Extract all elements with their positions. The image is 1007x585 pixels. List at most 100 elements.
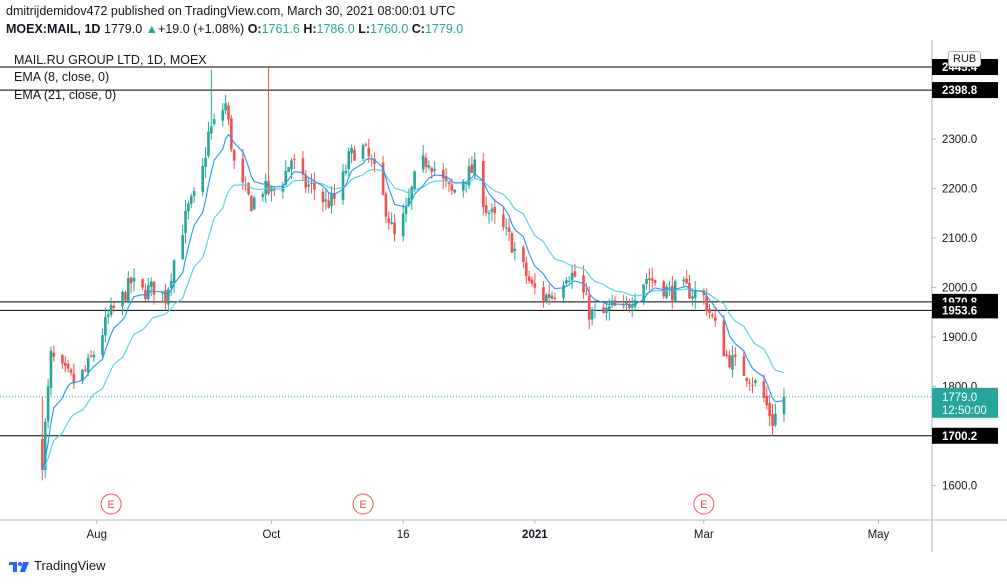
legend-ema21[interactable]: EMA (21, close, 0) [14,88,117,102]
candle-body [341,171,345,201]
candle-body [49,350,53,388]
candle-body [693,291,697,299]
earnings-label: E [700,499,707,511]
candle-body [270,187,273,192]
candle-body [241,158,245,183]
level-label: 1700.2 [942,431,977,443]
candle-body [310,182,313,184]
candle-body [728,355,731,368]
candle-body [733,354,737,357]
candle-body [204,157,207,167]
legend-ema8[interactable]: EMA (8, close, 0) [14,70,110,84]
ema8-line [41,133,785,471]
candle-body [261,194,265,197]
low-label: L: [358,22,371,36]
y-tick-label: 2000.0 [942,282,977,294]
candle-body [221,110,225,121]
candle-body [327,200,330,208]
candle-body [353,149,356,161]
candle-body [653,280,657,284]
candle-body [313,182,316,190]
candle-body [364,144,368,146]
candle-body [751,384,754,386]
candle-body [668,287,671,289]
candle-body [350,147,353,154]
candle-body [141,278,144,288]
candle-body [682,279,686,282]
candle-body [754,380,757,384]
candle-body [373,158,376,164]
candle-body [742,355,746,376]
close-value: 1779.0 [424,22,464,36]
candle-body [401,213,405,237]
candle-body [482,161,485,208]
ohlc-line: MOEX:MAIL, 1D 1779.0 ▲+19.0 (+1.08%) O:1… [6,22,463,36]
candle-body [662,281,666,297]
candle-body [550,295,554,299]
candle-body [252,197,256,209]
candle-body [424,157,428,167]
candle-body [553,297,557,299]
candle-body [272,189,276,191]
candle-body [464,183,468,185]
candle-body [86,357,90,373]
candle-body [161,292,164,294]
candle-body [207,131,210,156]
level-label: 1953.6 [942,305,977,317]
candle-body [745,377,749,382]
candle-body [290,160,293,170]
candle-body [453,189,456,193]
high-label: H: [303,22,317,36]
footer-brand[interactable]: TradingView [8,558,106,573]
candle-body [104,316,107,336]
candle-body [89,355,93,357]
candle-body [172,260,176,284]
candle-body [510,233,514,253]
price-chart[interactable]: 1600.01700.01800.01900.02000.02100.02200… [0,40,1007,552]
tradingview-logo-icon [9,561,29,572]
candle-body [224,103,227,111]
candle-body [301,158,305,175]
candle-body [705,295,708,312]
y-tick-label: 2100.0 [942,233,977,245]
candle-body [344,170,348,174]
candle-body [630,305,634,308]
candle-body [504,227,508,229]
candle-body [333,193,336,199]
candle-body [605,307,608,314]
candle-body [648,278,651,281]
level-label: 2398.8 [942,85,978,97]
candle-body [129,277,133,284]
candle-body [390,222,393,225]
candle-body [287,166,290,172]
candle-body [230,118,233,150]
y-tick-label: 1900.0 [942,332,977,344]
candle-body [542,287,545,301]
candle-body [722,320,726,357]
open-value: 1761.6 [261,22,300,36]
countdown-label: 12:50:00 [942,405,987,417]
candle-body [608,306,611,310]
symbol[interactable]: MOEX:MAIL, [6,22,81,36]
candle-body [227,105,230,120]
candle-body [507,227,511,232]
currency-badge[interactable]: RUB [948,51,982,67]
y-tick-label: 1600.0 [942,480,977,492]
candle-body [470,164,474,173]
candle-body [404,207,408,215]
earnings-marker [693,493,715,515]
candle-body [461,181,465,191]
x-tick-label: May [868,529,890,541]
y-tick-label: 2200.0 [942,183,977,195]
candle-body [628,303,631,308]
candle-body [209,126,213,134]
candle-body [187,203,190,212]
publisher-line: dmitrijdemidov472 published on TradingVi… [6,4,456,18]
candle-body [433,169,436,171]
low-value: 1760.0 [370,22,409,36]
candle-body [708,308,711,313]
candle-body [484,205,488,213]
candle-body [63,362,67,367]
candle-body [81,369,84,381]
candle-body [565,280,568,284]
